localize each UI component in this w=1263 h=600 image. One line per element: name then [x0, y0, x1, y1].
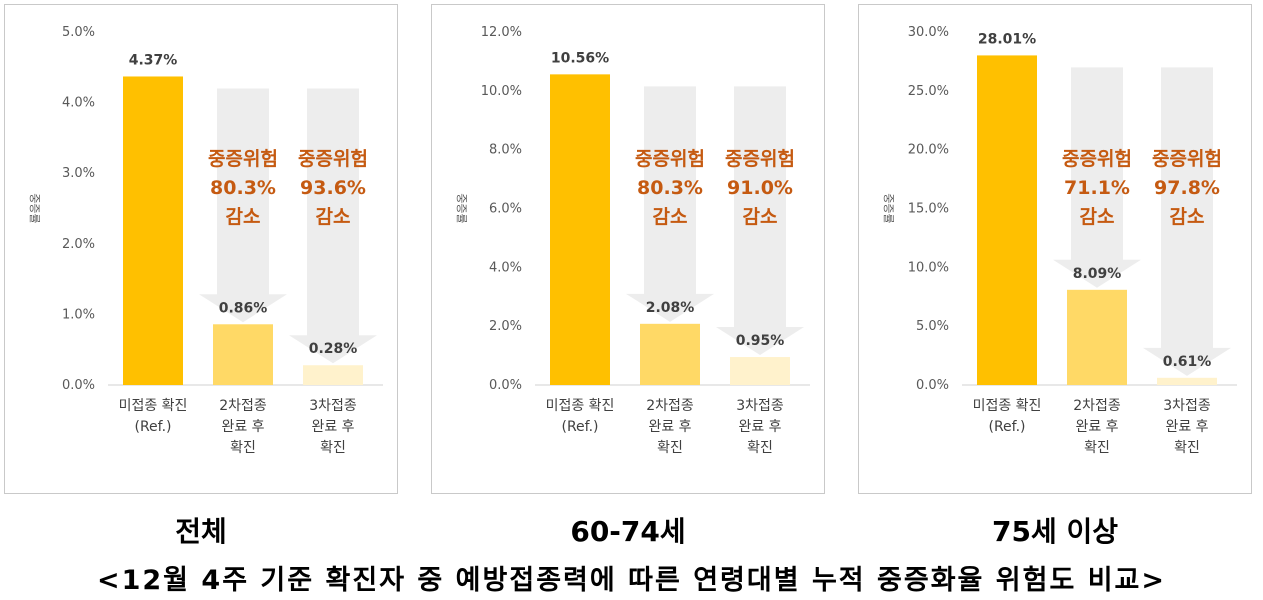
data-label: 2.08% [646, 300, 695, 316]
category-label: 완료 후 [648, 419, 691, 435]
chart-svg: 0.0% 1.0% 2.0% 3.0% 4.0% 5.0% 중증률 4.37% 미접종 확진 (R… [28, 25, 383, 456]
bar [213, 324, 273, 385]
category-label: 완료 후 [738, 419, 781, 435]
reduction-arrow-icon [199, 88, 287, 323]
chart-panel-75-plus: 0.0% 5.0% 10.0% 15.0% 20.0% 25.0% 30.0% 중증률 28.0… [858, 4, 1252, 494]
risk-reduction-callout: 중증위험 [725, 148, 795, 170]
reduction-arrow-icon [716, 86, 804, 356]
category-label: 2차접종 [646, 398, 694, 414]
category-label: 완료 후 [221, 419, 264, 435]
risk-reduction-callout: 중증위험 [635, 148, 705, 170]
y-tick-label: 2.0% [489, 319, 522, 334]
data-label: 0.28% [309, 341, 358, 357]
y-tick-label: 4.0% [489, 260, 522, 275]
category-label: 확진 [320, 440, 346, 456]
data-label: 8.09% [1073, 266, 1122, 282]
data-label: 10.56% [551, 50, 609, 66]
category-label: 2차접종 [1073, 398, 1121, 414]
risk-reduction-callout: 감소 [743, 206, 778, 228]
chart-panel-total: 0.0% 1.0% 2.0% 3.0% 4.0% 5.0% 중증률 4.37% 미접종 확진 (R… [4, 4, 398, 494]
y-tick-label: 4.0% [62, 96, 95, 111]
y-axis-label: 중증률 [455, 193, 468, 223]
data-label: 28.01% [978, 31, 1036, 47]
y-axis-label: 중증률 [28, 193, 41, 223]
y-tick-label: 3.0% [62, 166, 95, 181]
y-tick-label: 1.0% [62, 307, 95, 322]
figure-caption: <12월 4주 기준 확진자 중 예방접종력에 따른 연령대별 누적 중증화율 … [96, 565, 1167, 596]
y-tick-label: 8.0% [489, 143, 522, 158]
bar [1157, 377, 1217, 385]
y-tick-label: 12.0% [481, 25, 522, 40]
category-label: 2차접종 [219, 398, 267, 414]
bar [303, 365, 363, 385]
category-label: 확진 [1174, 440, 1200, 456]
data-label: 0.86% [219, 300, 268, 316]
bar [730, 357, 790, 385]
risk-reduction-callout: 감소 [1170, 206, 1205, 228]
risk-reduction-callout: 중증위험 [1152, 148, 1222, 170]
panel-title-60-74: 60-74세 [570, 515, 686, 548]
data-label: 0.61% [1163, 354, 1212, 370]
y-axis-label: 중증률 [882, 193, 895, 223]
risk-reduction-callout: 중증위험 [208, 148, 278, 170]
category-label: 확진 [747, 440, 773, 456]
risk-reduction-callout: 97.8% [1154, 177, 1220, 199]
y-tick-label: 25.0% [908, 84, 949, 99]
category-label: 미접종 확진 [973, 398, 1042, 414]
chart-svg: 0.0% 2.0% 4.0% 6.0% 8.0% 10.0% 12.0% 중증률 10.56% 미… [455, 25, 810, 456]
bar [550, 74, 610, 386]
reduction-arrow-icon [626, 86, 714, 322]
risk-reduction-callout: 중증위험 [298, 148, 368, 170]
risk-reduction-callout: 감소 [316, 206, 351, 228]
y-tick-label: 0.0% [489, 378, 522, 393]
category-label: 확진 [657, 440, 683, 456]
bar [640, 323, 700, 385]
y-tick-label: 15.0% [908, 202, 949, 217]
reduction-arrow-icon [1053, 67, 1141, 288]
category-label: 미접종 확진 [119, 398, 188, 414]
bar [123, 76, 183, 385]
category-label: (Ref.) [989, 419, 1026, 435]
y-tick-label: 2.0% [62, 237, 95, 252]
risk-reduction-callout: 91.0% [727, 177, 793, 199]
y-tick-label: 6.0% [489, 202, 522, 217]
risk-reduction-callout: 감소 [653, 206, 688, 228]
risk-reduction-callout: 감소 [226, 206, 261, 228]
data-label: 4.37% [129, 52, 178, 68]
data-label: 0.95% [736, 333, 785, 349]
chart-svg: 0.0% 5.0% 10.0% 15.0% 20.0% 25.0% 30.0% 중증률 28.0… [882, 25, 1237, 456]
panel-title-75-plus: 75세 이상 [992, 515, 1118, 548]
risk-reduction-callout: 80.3% [637, 177, 703, 199]
reduction-arrow-icon [1143, 67, 1231, 376]
category-label: (Ref.) [135, 419, 172, 435]
y-tick-label: 10.0% [908, 260, 949, 275]
category-label: 확진 [230, 440, 256, 456]
y-tick-label: 5.0% [62, 25, 95, 40]
category-label: (Ref.) [562, 419, 599, 435]
risk-reduction-callout: 감소 [1080, 206, 1115, 228]
reduction-arrow-icon [289, 88, 377, 364]
panel-title-total: 전체 [175, 515, 227, 548]
bar [1067, 289, 1127, 385]
category-label: 완료 후 [1165, 419, 1208, 435]
category-label: 확진 [1084, 440, 1110, 456]
y-tick-label: 10.0% [481, 84, 522, 99]
y-tick-label: 30.0% [908, 25, 949, 40]
category-label: 3차접종 [736, 398, 784, 414]
y-tick-label: 0.0% [62, 378, 95, 393]
category-label: 미접종 확진 [546, 398, 615, 414]
category-label: 3차접종 [309, 398, 357, 414]
category-label: 완료 후 [1075, 419, 1118, 435]
risk-reduction-callout: 71.1% [1064, 177, 1130, 199]
category-label: 완료 후 [311, 419, 354, 435]
y-tick-label: 20.0% [908, 143, 949, 158]
risk-reduction-callout: 중증위험 [1062, 148, 1132, 170]
category-label: 3차접종 [1163, 398, 1211, 414]
y-tick-label: 0.0% [916, 378, 949, 393]
chart-panel-60-74: 0.0% 2.0% 4.0% 6.0% 8.0% 10.0% 12.0% 중증률 10.56% 미… [431, 4, 825, 494]
y-tick-label: 5.0% [916, 319, 949, 334]
risk-reduction-callout: 93.6% [300, 177, 366, 199]
risk-reduction-callout: 80.3% [210, 177, 276, 199]
bar [977, 55, 1037, 385]
